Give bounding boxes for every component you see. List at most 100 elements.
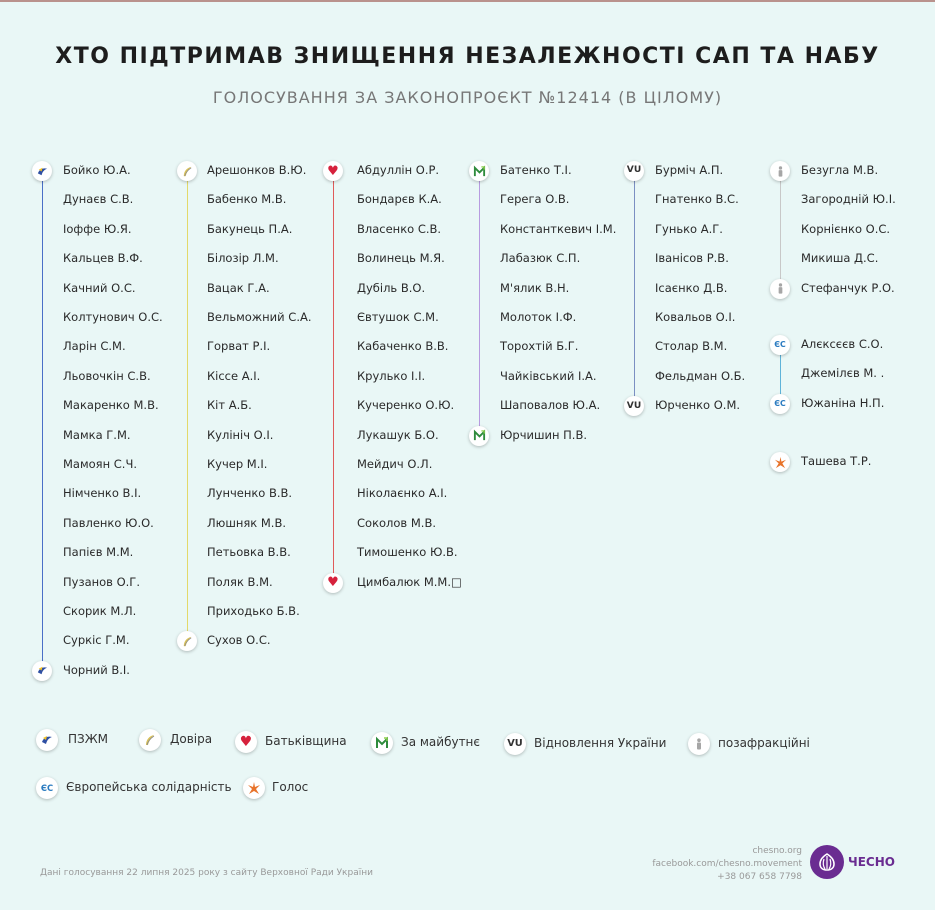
deputy-name: Власенко С.В. — [357, 221, 442, 236]
deputy-name: Джемілєв М. . — [801, 366, 885, 381]
deputy-name: Крулько І.І. — [357, 368, 426, 383]
batkivshchyna-connector-line — [333, 171, 334, 583]
yes-connector-line — [780, 345, 781, 404]
deputy-name: Євтушок С.М. — [357, 310, 439, 324]
legend-label-yes: Європейська солідарність — [66, 780, 232, 794]
deputy-name: Молоток І.Ф. — [500, 310, 577, 324]
deputy-name: Кулініч О.І. — [207, 427, 274, 442]
deputy-name: Тимошенко Ю.В. — [357, 545, 458, 560]
legend-vu-icon: VU — [504, 733, 526, 755]
footer-facebook[interactable]: facebook.com/chesno.movement — [652, 859, 802, 869]
deputy-name: Цимбалюк М.М.□ — [357, 574, 462, 589]
deputy-name: Макаренко М.В. — [63, 398, 159, 413]
deputy-name: Мейдич О.Л. — [357, 457, 433, 471]
deputy-name: Іоффе Ю.Я. — [63, 221, 132, 236]
holos-icon — [770, 452, 790, 472]
deputy-name: Кабаченко В.В. — [357, 339, 449, 354]
page-subtitle: ГОЛОСУВАННЯ ЗА ЗАКОНОПРОЄКТ №12414 (В ЦІ… — [212, 88, 723, 107]
deputy-name: Папієв М.М. — [63, 545, 134, 560]
deputy-name: Лунченко В.В. — [207, 486, 293, 501]
chesno-logo-icon — [810, 845, 844, 879]
pzzhm-icon — [32, 660, 52, 681]
deputy-name: М'ялик В.Н. — [500, 280, 570, 295]
deputy-name: Герега О.В. — [500, 192, 570, 207]
za-maibutnie-icon — [469, 161, 489, 181]
footer-contacts: chesno.org facebook.com/chesno.movement … — [652, 845, 802, 884]
legend-dovira-icon — [139, 729, 161, 751]
deputy-name: Сухов О.С. — [207, 633, 271, 648]
heart-icon: ♥ — [323, 572, 343, 593]
deputy-name: Білозір Л.М. — [207, 251, 279, 266]
deputy-name: Бойко Ю.А. — [63, 163, 131, 177]
deputy-name: Приходько Б.В. — [207, 604, 300, 618]
deputy-name: Колтунович О.С. — [63, 310, 163, 324]
deputy-name: Льовочкін С.В. — [63, 368, 151, 383]
deputy-name: Юрчишин П.В. — [500, 427, 588, 442]
deputy-name: Скорик М.Л. — [63, 604, 137, 618]
deputy-name: Ніколаєнко А.І. — [357, 486, 448, 501]
deputy-name: Дунаєв С.В. — [63, 192, 134, 207]
deputy-name: Бабенко М.В. — [207, 192, 287, 207]
legend-za-maibutnie-icon — [371, 732, 393, 754]
footer-site[interactable]: chesno.org — [752, 846, 802, 856]
deputy-name: Лукашук Б.О. — [357, 427, 439, 442]
deputy-name: Суркіс Г.М. — [63, 633, 130, 648]
deputy-name: Шаповалов Ю.А. — [500, 398, 601, 413]
legend-person-icon — [688, 733, 710, 755]
deputy-name: Батенко Т.І. — [500, 163, 572, 177]
deputy-name: Арешонков В.Ю. — [207, 163, 307, 177]
deputy-name: Поляк В.М. — [207, 574, 273, 589]
deputy-name: Южаніна Н.П. — [801, 395, 885, 410]
deputy-name: Павленко Ю.О. — [63, 515, 154, 530]
deputy-name: Гнатенко В.С. — [655, 192, 739, 207]
top-border — [0, 0, 935, 2]
deputy-name: Торохтій Б.Г. — [500, 339, 579, 354]
legend-holos-icon — [243, 777, 265, 799]
deputy-name: Кіссе А.І. — [207, 368, 261, 383]
legend-label-za_maibutnie: За майбутнє — [401, 735, 480, 749]
deputy-name: Німченко В.І. — [63, 486, 142, 501]
deputy-name: Петьовка В.В. — [207, 545, 291, 560]
legend-label-holos: Голос — [272, 780, 309, 794]
deputy-name: Вацак Г.А. — [207, 280, 270, 295]
deputy-name: Кіт А.Б. — [207, 398, 252, 413]
deputy-name: Вельможний С.А. — [207, 310, 312, 324]
deputy-name: Микиша Д.С. — [801, 251, 879, 266]
deputy-name: Кальцев В.Ф. — [63, 251, 143, 266]
deputy-name: Пузанов О.Г. — [63, 574, 140, 589]
legend-pzzhm-icon — [36, 729, 58, 751]
vu-icon: VU — [624, 396, 644, 417]
pzzhm-icon — [32, 161, 52, 181]
page-title: ХТО ПІДТРИМАВ ЗНИЩЕННЯ НЕЗАЛЕЖНОСТІ САП … — [55, 44, 880, 69]
deputy-name: Загородній Ю.І. — [801, 192, 896, 207]
legend-heart-icon: ♥ — [235, 731, 257, 753]
chesno-logo-text: ЧЕСНО — [848, 855, 895, 869]
vu-icon: VU — [624, 161, 644, 181]
footer-source: Дані голосування 22 липня 2025 року з са… — [40, 868, 373, 878]
deputy-name: Гунько А.Г. — [655, 221, 723, 236]
pzzhm-connector-line — [42, 171, 43, 671]
deputy-name: Бондарєв К.А. — [357, 192, 442, 207]
deputy-name: Лабазюк С.П. — [500, 251, 581, 266]
legend-label-pzzhm: ПЗЖМ — [68, 732, 108, 746]
deputy-name: Корнієнко О.С. — [801, 221, 891, 236]
deputy-name: Алєксєєв С.О. — [801, 337, 884, 351]
footer-phone: +38 067 658 7798 — [717, 872, 802, 882]
deputy-name: Люшняк М.В. — [207, 515, 287, 530]
deputy-name: Ковальов О.І. — [655, 310, 736, 324]
eurosolidarity-icon: ЄС — [770, 393, 790, 414]
deputy-name: Ісаєнко Д.В. — [655, 280, 728, 295]
deputy-name: Абдуллін О.Р. — [357, 163, 440, 177]
deputy-name: Чорний В.І. — [63, 662, 130, 677]
deputy-name: Іванісов Р.В. — [655, 251, 729, 266]
za-maibutnie-icon — [469, 425, 489, 446]
deputy-name: Качний О.С. — [63, 280, 136, 295]
deputy-name: Фельдман О.Б. — [655, 368, 746, 383]
person-icon — [770, 161, 790, 181]
vidnovlennia-connector-line — [634, 171, 635, 407]
dovira-icon — [177, 161, 197, 181]
deputy-name: Кучеренко О.Ю. — [357, 398, 455, 413]
deputy-name: Дубіль В.О. — [357, 280, 426, 295]
pozafraktsiini-connector-line — [780, 171, 781, 289]
deputy-name: Ларін С.М. — [63, 339, 126, 354]
